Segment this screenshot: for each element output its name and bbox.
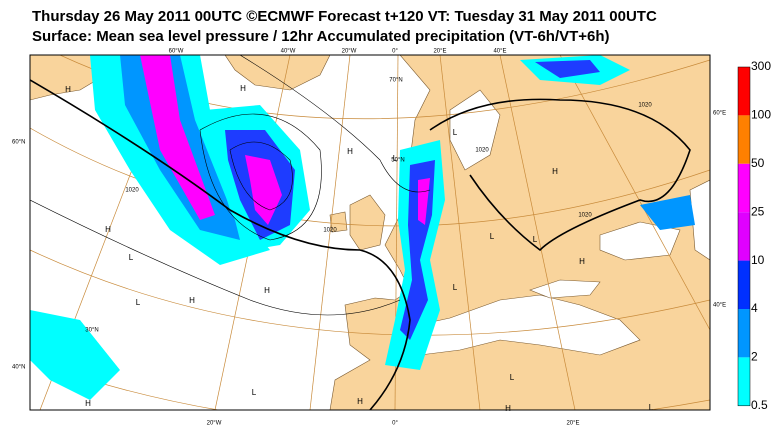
colorbar-segment <box>738 260 750 309</box>
colorbar-label: 0.5 <box>751 398 768 412</box>
pressure-center: H <box>105 225 111 234</box>
pressure-center: L <box>136 298 141 307</box>
latitude-label: 60°N <box>12 140 25 146</box>
latitude-label: 30°N <box>85 328 98 334</box>
isobar-label: 1020 <box>323 228 337 234</box>
latitude-label: 40°E <box>713 303 726 309</box>
latitude-label: 70°N <box>389 78 402 84</box>
colorbar-label: 100 <box>751 108 771 122</box>
pressure-center: L <box>649 403 654 412</box>
longitude-label: 0° <box>392 421 398 427</box>
colorbar-label: 4 <box>751 301 758 315</box>
colorbar-label: 2 <box>751 350 758 364</box>
longitude-label: 40°E <box>493 49 506 55</box>
longitude-label: 20°E <box>433 49 446 55</box>
pressure-center: H <box>579 257 585 266</box>
colorbar-segment <box>738 309 750 358</box>
pressure-center: L <box>510 373 515 382</box>
colorbar-label: 25 <box>751 204 765 218</box>
pressure-center: L <box>490 232 495 241</box>
seas <box>394 89 710 356</box>
pressure-center: H <box>65 85 71 94</box>
pressure-center: H <box>264 286 270 295</box>
precipitation <box>30 55 695 400</box>
latitude-label: 40°N <box>12 365 25 371</box>
pressure-center: L <box>393 154 398 163</box>
map-frame <box>29 54 711 411</box>
colorbar-frame <box>737 66 751 407</box>
pressure-center: H <box>189 296 195 305</box>
longitude-label: 40°W <box>281 49 296 55</box>
isobar-label: 1020 <box>578 213 592 219</box>
map <box>30 55 710 410</box>
longitude-label: 20°E <box>566 421 579 427</box>
colorbar-label: 300 <box>751 59 771 73</box>
pressure-center: L <box>129 253 134 262</box>
map-labels: 60°W 40°W 20°W 0° 20°E 40°E 60°N 40°N 60°E 40°E 20… <box>12 49 726 427</box>
pressure-center: H <box>85 399 91 408</box>
pressure-center: H <box>240 84 246 93</box>
isobar-label: 1020 <box>125 188 139 194</box>
latitude-label: 50°N <box>391 158 404 164</box>
colorbar-segment <box>738 357 750 406</box>
title-line-1: Thursday 26 May 2011 00UTC ©ECMWF Foreca… <box>32 8 657 25</box>
longitude-label: 0° <box>392 49 398 55</box>
longitude-label: 20°W <box>342 49 357 55</box>
pressure-center: H <box>505 404 511 413</box>
pressure-center: H <box>347 147 353 156</box>
title-line-2: Surface: Mean sea level pressure / 12hr … <box>32 28 610 45</box>
pressure-center: L <box>252 388 257 397</box>
pressure-center: L <box>453 283 458 292</box>
pressure-center: L <box>453 128 458 137</box>
longitude-label: 20°W <box>207 421 222 427</box>
colorbar-segment <box>738 67 750 116</box>
colorbar-label: 50 <box>751 156 765 170</box>
isobars <box>30 55 691 410</box>
longitude-label: 60°W <box>169 49 184 55</box>
colorbar-label: 10 <box>751 253 765 267</box>
colorbar: 300 100 50 25 10 4 2 0.5 <box>737 59 771 412</box>
pressure-center: L <box>533 235 538 244</box>
pressure-center: H <box>552 167 558 176</box>
isobar-label: 1020 <box>475 148 489 154</box>
pressure-center: H <box>357 397 363 406</box>
isobar-label: 1020 <box>638 103 652 109</box>
colorbar-segment <box>738 212 750 261</box>
colorbar-segment <box>738 115 750 164</box>
latitude-label: 60°E <box>713 111 726 117</box>
colorbar-segment <box>738 163 750 213</box>
